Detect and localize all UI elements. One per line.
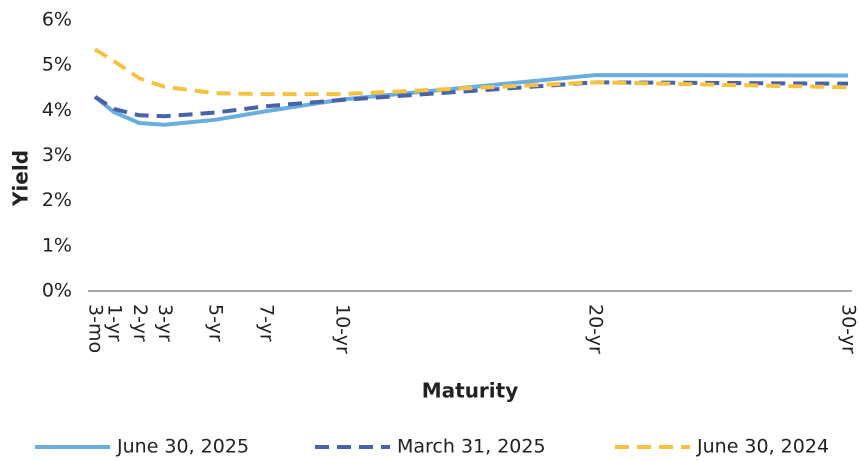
x-tick-label: 7-yr	[255, 304, 277, 342]
x-tick-label: 3-yr	[154, 304, 176, 342]
y-tick-label: 2%	[42, 189, 72, 211]
x-tick-label: 30-yr	[838, 304, 859, 354]
series-line	[93, 73, 849, 127]
legend-label: March 31, 2025	[397, 436, 546, 458]
x-tick-label: 5-yr	[205, 304, 227, 342]
y-tick-label: 3%	[42, 144, 72, 166]
y-tick-label: 6%	[42, 9, 72, 31]
y-tick-label: 4%	[42, 99, 72, 121]
y-tick-label: 0%	[42, 280, 72, 302]
y-tick-label: 5%	[42, 54, 72, 76]
x-tick-label: 3-mo	[85, 304, 107, 353]
legend-label: June 30, 2025	[116, 436, 249, 458]
y-axis-title: Yield	[9, 150, 33, 207]
x-tick-label: 1-yr	[103, 304, 125, 342]
series-line	[93, 47, 849, 97]
legend-label: June 30, 2024	[696, 436, 829, 458]
y-tick-label: 1%	[42, 234, 72, 256]
x-tick-label: 2-yr	[129, 304, 151, 342]
x-tick-label: 10-yr	[331, 304, 353, 354]
x-tick-label: 20-yr	[584, 304, 606, 354]
x-axis-title: Maturity	[422, 379, 519, 403]
